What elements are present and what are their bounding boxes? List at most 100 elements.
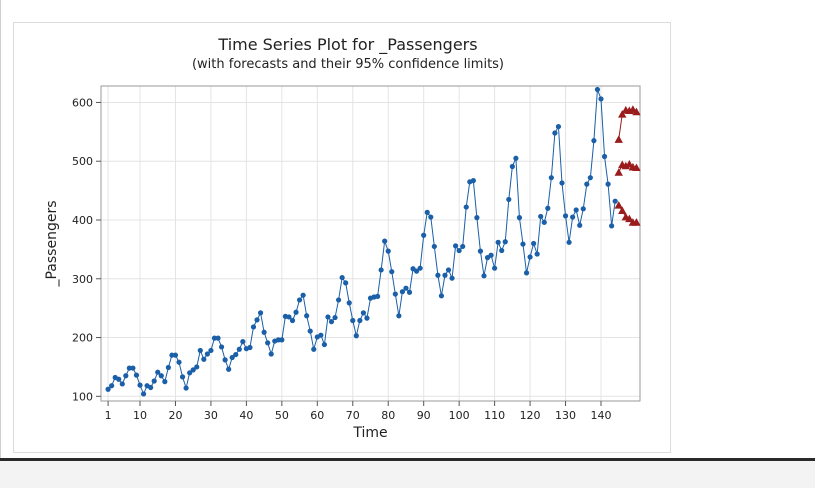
observed-point: [119, 381, 125, 387]
observed-point: [591, 138, 597, 144]
observed-point: [449, 275, 455, 281]
observed-point: [229, 354, 235, 361]
x-tick-label: 130: [555, 409, 576, 422]
observed-point: [335, 297, 342, 303]
upper_95-point: [618, 110, 627, 118]
observed-point: [360, 310, 367, 316]
x-tick-label: 90: [417, 409, 431, 422]
observed-point: [187, 370, 193, 376]
observed-point: [254, 317, 260, 323]
upper_95-point: [614, 135, 623, 143]
observed-point: [218, 344, 225, 350]
series-layer: [105, 86, 641, 397]
forecast-point: [632, 163, 641, 172]
observed-point: [392, 291, 398, 297]
observed-point: [587, 175, 593, 181]
chart-panel: Time Series Plot for _Passengers (with f…: [13, 22, 671, 453]
observed-point: [300, 292, 306, 298]
observed-point: [236, 346, 242, 352]
x-tick-label: 110: [484, 409, 505, 422]
y-tick-label: 200: [72, 332, 93, 345]
observed-point: [133, 372, 140, 378]
observed-point: [339, 274, 345, 281]
bottom-status-bar: [0, 458, 815, 488]
observed-point: [523, 270, 530, 276]
observed-point: [520, 241, 526, 247]
forecast-point: [614, 168, 623, 176]
observed-point: [208, 347, 214, 354]
observed-point: [566, 239, 572, 245]
observed-point: [226, 366, 232, 372]
observed-point: [442, 272, 448, 278]
observed-point: [240, 339, 246, 345]
observed-point: [548, 175, 554, 181]
lower_95-point: [618, 206, 627, 214]
observed-point: [179, 374, 186, 380]
observed-point: [431, 243, 437, 250]
observed-point: [421, 232, 427, 238]
observed-point: [580, 206, 586, 212]
observed-point: [417, 265, 423, 271]
observed-point: [534, 251, 540, 257]
observed-point: [555, 123, 562, 130]
observed-point: [190, 367, 196, 373]
x-tick-label: 10: [133, 409, 147, 422]
observed-point: [488, 252, 494, 258]
observed-point: [460, 243, 466, 250]
time-series-chart: Time Series Plot for _Passengers (with f…: [44, 35, 641, 441]
observed-point: [357, 317, 363, 324]
observed-point: [513, 155, 519, 161]
x-tick-label: 70: [346, 409, 360, 422]
x-axis-label: Time: [352, 425, 387, 441]
observed-point: [492, 265, 498, 271]
observed-point: [165, 364, 171, 371]
observed-point: [374, 293, 381, 299]
observed-point: [396, 313, 402, 319]
observed-point: [509, 163, 515, 170]
observed-point: [137, 382, 143, 388]
observed-point: [328, 319, 335, 325]
y-tick-label: 400: [72, 214, 93, 227]
observed-point: [116, 376, 122, 382]
observed-point: [428, 214, 434, 220]
observed-line: [107, 89, 616, 395]
y-tick-label: 300: [72, 273, 93, 286]
upper_95-point: [632, 107, 641, 116]
observed-point: [612, 198, 618, 204]
status-bar-divider: [0, 458, 815, 461]
observed-point: [201, 356, 207, 362]
observed-point: [140, 391, 147, 397]
lower_95-point: [632, 218, 641, 226]
observed-point: [573, 207, 579, 213]
y-tick-label: 500: [72, 155, 93, 168]
observed-point: [516, 215, 523, 221]
observed-point: [183, 385, 189, 391]
observed-point: [598, 96, 604, 102]
observed-point: [577, 222, 583, 228]
observed-point: [222, 357, 228, 363]
observed-point: [109, 383, 115, 389]
observed-point: [307, 328, 313, 334]
observed-point: [559, 180, 565, 186]
observed-point: [265, 340, 271, 346]
observed-point: [541, 219, 547, 225]
y-axis-label: _Passengers: [44, 200, 60, 287]
observed-point: [399, 289, 406, 295]
grid-lines: [101, 86, 640, 401]
observed-point: [162, 379, 168, 385]
observed-point: [148, 384, 154, 391]
observed-point: [155, 369, 161, 375]
x-tick-label: 120: [520, 409, 541, 422]
plot-area: [100, 85, 641, 402]
x-tick-label: 20: [168, 409, 182, 422]
observed-point: [453, 243, 459, 249]
observed-point: [456, 247, 462, 254]
observed-point: [130, 365, 136, 371]
x-tick-label: 140: [590, 409, 611, 422]
observed-point: [247, 344, 253, 351]
observed-point: [332, 314, 338, 321]
observed-point: [105, 386, 111, 392]
observed-point: [197, 347, 203, 354]
observed-point: [527, 254, 533, 260]
